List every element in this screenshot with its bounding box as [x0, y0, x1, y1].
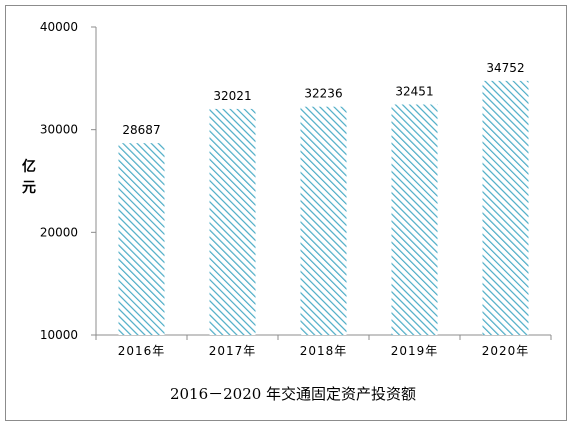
- data-label: 32451: [395, 85, 433, 99]
- x-tick-label: 2019年: [391, 344, 439, 358]
- data-label: 34752: [486, 61, 524, 75]
- bar-2017年: [209, 108, 256, 336]
- y-axis-label: 亿元: [22, 158, 36, 196]
- y-tick-label: 40000: [40, 20, 78, 34]
- y-axis-ticks: 10000 20000 30000 40000: [40, 20, 552, 342]
- data-label: 28687: [122, 123, 160, 137]
- x-axis-labels: 2016年 2017年 2018年 2019年 2020年: [118, 344, 530, 358]
- y-tick-label: 10000: [40, 328, 78, 342]
- bar-2019年: [391, 104, 438, 335]
- bars-group: [118, 80, 529, 336]
- data-label: 32021: [213, 89, 251, 103]
- chart-frame: 10000 20000 30000 40000 28687 32021 32236 3245…: [5, 5, 567, 421]
- bar-2016年: [118, 143, 165, 335]
- x-tick-label: 2020年: [482, 344, 530, 358]
- x-tick-label: 2018年: [300, 344, 348, 358]
- y-axis-title: 亿元: [22, 158, 36, 196]
- x-tick-label: 2017年: [209, 344, 257, 358]
- bar-2018年: [300, 106, 347, 335]
- y-tick-label: 20000: [40, 225, 78, 239]
- y-tick-label: 30000: [40, 123, 78, 137]
- data-label: 32236: [304, 87, 342, 101]
- data-labels-group: 28687 32021 32236 32451 34752: [122, 61, 524, 137]
- bar-2020年: [482, 80, 529, 336]
- x-tick-label: 2016年: [118, 344, 166, 358]
- chart-svg: 10000 20000 30000 40000 28687 32021 32236 3245…: [22, 20, 552, 403]
- chart-title: 2016－2020 年交通固定资产投资额: [170, 385, 416, 403]
